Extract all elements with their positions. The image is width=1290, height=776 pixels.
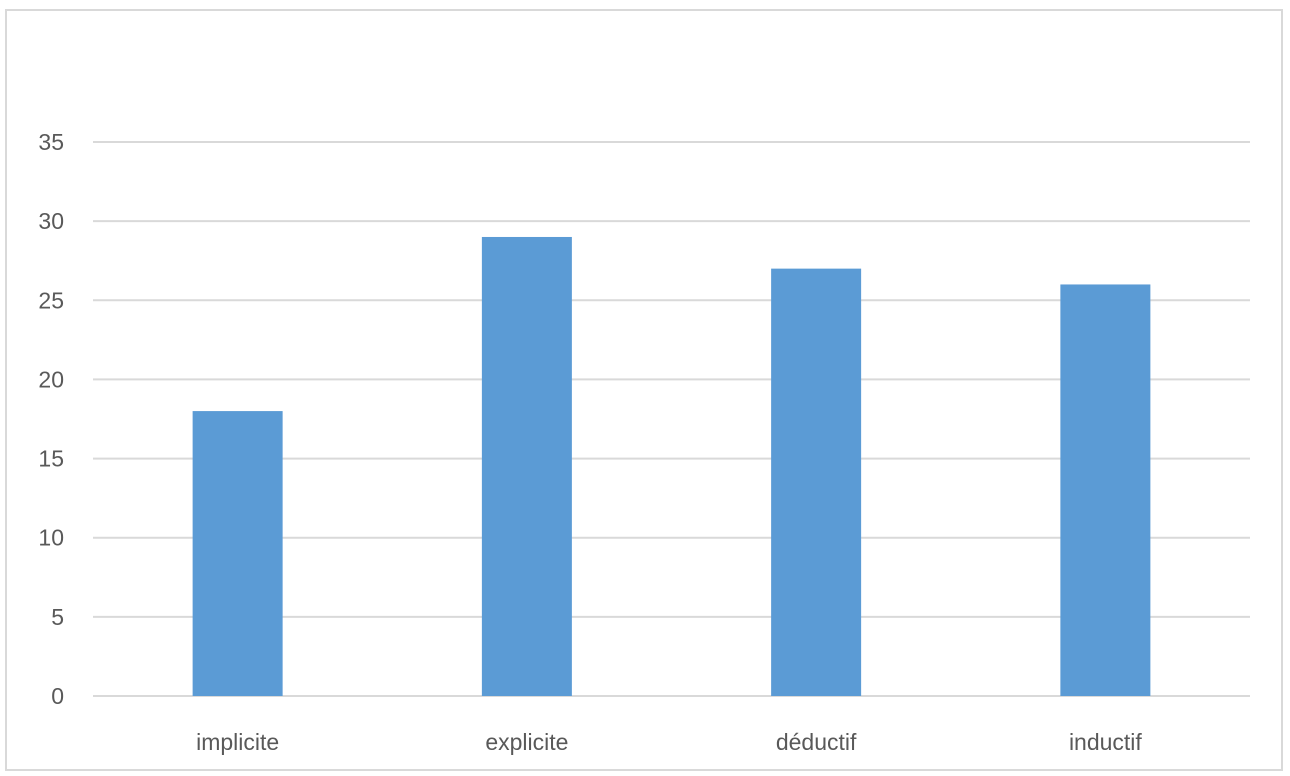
y-tick-label: 30 (38, 208, 64, 234)
bar-inductif (1060, 284, 1151, 696)
y-tick-label: 10 (38, 525, 64, 551)
x-category-label: implicite (196, 729, 279, 755)
y-tick-label: 35 (38, 129, 64, 155)
bar-explicite (481, 236, 572, 696)
x-axis-category-labels: implicite explicite déductif inductif (196, 729, 1142, 755)
y-tick-label: 0 (51, 683, 64, 709)
y-tick-label: 15 (38, 446, 64, 472)
y-tick-label: 25 (38, 287, 64, 313)
bar-implicite (192, 411, 283, 696)
y-tick-label: 5 (51, 604, 64, 630)
x-category-label: déductif (776, 729, 857, 755)
bars (192, 236, 1151, 696)
y-axis-tick-labels: 0 5 10 15 20 25 30 35 (38, 129, 64, 709)
y-tick-label: 20 (38, 366, 64, 392)
bar-déductif (771, 268, 862, 696)
gridlines (93, 141, 1250, 697)
x-category-label: inductif (1069, 729, 1142, 755)
x-category-label: explicite (485, 729, 568, 755)
